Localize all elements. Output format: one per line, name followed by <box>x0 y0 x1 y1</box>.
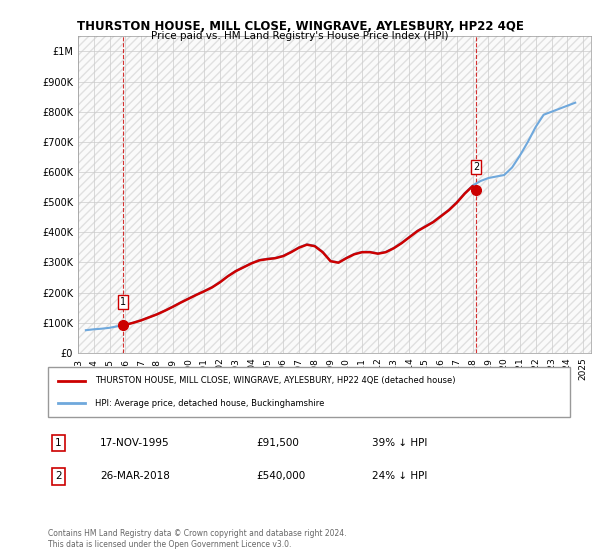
Bar <box>481 36 488 353</box>
Bar <box>165 36 173 353</box>
Bar <box>323 36 331 353</box>
Bar <box>370 36 378 353</box>
Text: 26-MAR-2018: 26-MAR-2018 <box>100 472 170 482</box>
Bar <box>196 36 204 353</box>
Bar <box>291 36 299 353</box>
Text: Price paid vs. HM Land Registry's House Price Index (HPI): Price paid vs. HM Land Registry's House … <box>151 31 449 41</box>
Bar <box>528 36 536 353</box>
Bar <box>591 36 599 353</box>
Bar <box>133 36 141 353</box>
Bar <box>433 36 441 353</box>
Text: 17-NOV-1995: 17-NOV-1995 <box>100 438 170 448</box>
Bar <box>338 36 346 353</box>
Text: 1: 1 <box>55 438 62 448</box>
Bar <box>244 36 251 353</box>
Bar <box>354 36 362 353</box>
Bar <box>70 36 78 353</box>
Bar <box>275 36 283 353</box>
Bar <box>386 36 394 353</box>
Text: £91,500: £91,500 <box>257 438 299 448</box>
Text: 24% ↓ HPI: 24% ↓ HPI <box>371 472 427 482</box>
Bar <box>101 36 110 353</box>
Bar <box>544 36 551 353</box>
FancyBboxPatch shape <box>48 367 570 417</box>
Bar <box>418 36 425 353</box>
Bar <box>401 36 409 353</box>
Text: Contains HM Land Registry data © Crown copyright and database right 2024.
This d: Contains HM Land Registry data © Crown c… <box>48 529 347 549</box>
Bar <box>449 36 457 353</box>
Text: HPI: Average price, detached house, Buckinghamshire: HPI: Average price, detached house, Buck… <box>95 399 325 408</box>
Bar <box>86 36 94 353</box>
Text: £540,000: £540,000 <box>257 472 306 482</box>
Bar <box>307 36 315 353</box>
Bar <box>559 36 568 353</box>
Bar <box>575 36 583 353</box>
Bar <box>260 36 268 353</box>
Bar <box>149 36 157 353</box>
Bar <box>465 36 473 353</box>
Bar <box>118 36 125 353</box>
Text: 2: 2 <box>55 472 62 482</box>
Bar <box>212 36 220 353</box>
Text: 1: 1 <box>121 297 127 307</box>
Text: 39% ↓ HPI: 39% ↓ HPI <box>371 438 427 448</box>
Text: THURSTON HOUSE, MILL CLOSE, WINGRAVE, AYLESBURY, HP22 4QE (detached house): THURSTON HOUSE, MILL CLOSE, WINGRAVE, AY… <box>95 376 455 385</box>
Bar <box>228 36 236 353</box>
Text: THURSTON HOUSE, MILL CLOSE, WINGRAVE, AYLESBURY, HP22 4QE: THURSTON HOUSE, MILL CLOSE, WINGRAVE, AY… <box>77 20 523 32</box>
Bar <box>512 36 520 353</box>
Text: 2: 2 <box>473 162 479 172</box>
Bar <box>496 36 504 353</box>
Bar <box>181 36 188 353</box>
